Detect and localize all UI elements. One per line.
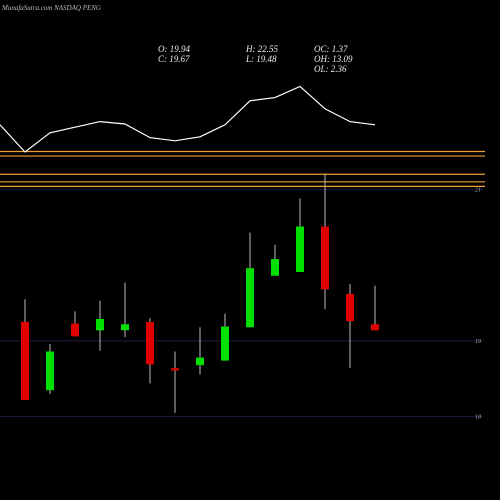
- y-tick-label: 21: [475, 187, 481, 193]
- y-tick-label: 18: [475, 415, 481, 421]
- candle-body: [221, 326, 229, 361]
- candle-body: [96, 318, 104, 331]
- candle-body: [146, 321, 154, 365]
- candle-body: [371, 324, 379, 331]
- candle-body: [321, 226, 329, 290]
- stat-label: L: 19.48: [245, 54, 277, 64]
- stat-label: OH: 13.09: [314, 54, 353, 64]
- stat-label: OL: 2.36: [314, 64, 347, 74]
- stat-label: OC: 1.37: [314, 44, 348, 54]
- chart-title: MunafaSutra.com NASDAQ PENG: [1, 4, 101, 12]
- stat-label: O: 19.94: [158, 44, 190, 54]
- stat-label: H: 22.55: [245, 44, 278, 54]
- candle-body: [46, 351, 54, 391]
- candle-body: [196, 357, 204, 366]
- candle-body: [21, 321, 29, 400]
- candle-body: [71, 323, 79, 337]
- indicator-line: [0, 85, 376, 153]
- candle-body: [346, 293, 354, 322]
- y-tick-label: 19: [475, 339, 481, 345]
- candle-body: [121, 324, 129, 331]
- candle-body: [171, 368, 179, 371]
- candle-body: [246, 268, 254, 328]
- candle-body: [296, 226, 304, 272]
- stat-label: C: 19.67: [158, 54, 190, 64]
- candle-body: [271, 259, 279, 276]
